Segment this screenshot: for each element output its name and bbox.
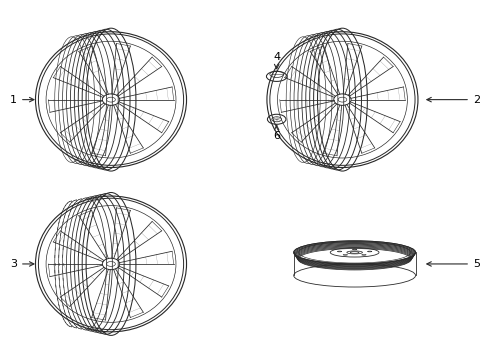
Text: 6: 6 [273,125,280,141]
Text: 3: 3 [10,259,34,269]
Text: 5: 5 [427,259,480,269]
Text: 4: 4 [273,52,280,69]
Text: 1: 1 [10,95,34,105]
Text: 2: 2 [427,95,480,105]
